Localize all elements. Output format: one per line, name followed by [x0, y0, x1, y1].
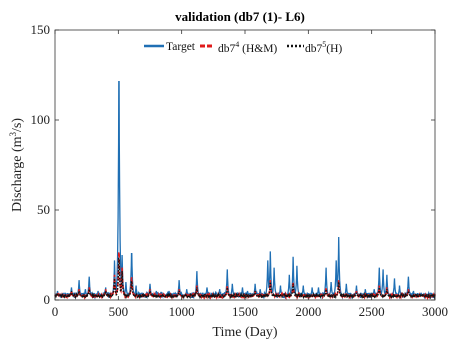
plot-lines [54, 80, 436, 301]
series-target-line [54, 80, 436, 300]
x-tick-label: 1500 [232, 304, 258, 319]
x-tick-label: 1000 [169, 304, 195, 319]
y-tick-label: 0 [44, 292, 51, 307]
y-tick-label: 50 [37, 202, 50, 217]
x-tick-label: 3000 [422, 304, 448, 319]
x-axis-title: Time (Day) [212, 325, 278, 340]
y-tick-label: 100 [31, 112, 51, 127]
chart-title: validation (db7 (1)- L6) [175, 9, 305, 24]
y-axis: 0 50 100 150 [31, 22, 435, 307]
legend-label-db7-4: db74 (H&M) [218, 40, 277, 55]
y-axis-title: Discharge (m3/s) [8, 118, 25, 212]
legend-label-db7-5: db75(H) [305, 40, 342, 55]
legend: Target db74 (H&M) db75(H) [144, 40, 342, 55]
series-db7-5-line [54, 257, 436, 300]
x-tick-label: 2000 [295, 304, 321, 319]
plot-frame [54, 29, 436, 301]
y-tick-label: 150 [31, 22, 51, 37]
x-tick-label: 2500 [359, 304, 385, 319]
x-axis: 0 500 1000 1500 2000 2500 3000 [52, 30, 448, 319]
x-tick-label: 0 [52, 304, 59, 319]
legend-label-target: Target [166, 41, 196, 53]
x-tick-label: 500 [109, 304, 129, 319]
